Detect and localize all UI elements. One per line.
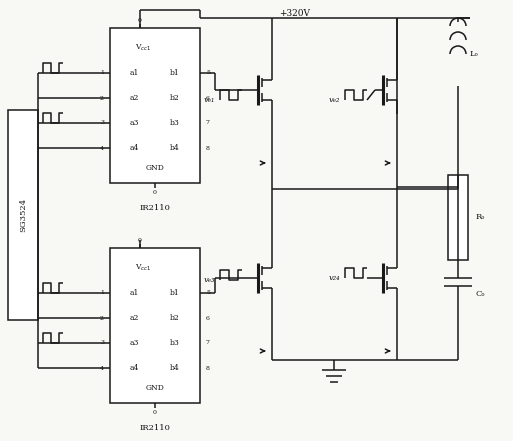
Text: 1: 1 [100, 291, 104, 295]
Bar [8, 110, 38, 320]
Text: GND: GND [146, 164, 165, 172]
Text: 6: 6 [206, 96, 210, 101]
Text: b4: b4 [170, 144, 180, 152]
Text: 4: 4 [100, 146, 104, 150]
Text: b3: b3 [170, 119, 180, 127]
Text: a2: a2 [130, 94, 140, 102]
Text: b2: b2 [170, 314, 180, 322]
Bar [448, 175, 468, 260]
Text: IR2110: IR2110 [140, 424, 170, 432]
Text: 5: 5 [206, 71, 210, 75]
Text: a3: a3 [130, 339, 140, 347]
Text: SG3524: SG3524 [19, 198, 27, 232]
Text: +320V: +320V [280, 10, 310, 19]
Text: 0: 0 [153, 410, 157, 415]
Text: b2: b2 [170, 94, 180, 102]
Text: 6: 6 [206, 315, 210, 321]
Text: V$_{cc1}$: V$_{cc1}$ [135, 43, 151, 53]
Text: b4: b4 [170, 364, 180, 372]
Text: a1: a1 [130, 69, 140, 77]
Text: vₑ₂: vₑ₂ [329, 96, 340, 104]
Bar [110, 248, 200, 403]
Text: b1: b1 [170, 289, 180, 297]
Text: b1: b1 [170, 69, 180, 77]
Text: 5: 5 [206, 291, 210, 295]
Text: 0: 0 [138, 238, 142, 243]
Text: 2: 2 [100, 315, 104, 321]
Text: a4: a4 [130, 364, 140, 372]
Text: 3: 3 [100, 340, 104, 345]
Text: 8: 8 [206, 366, 210, 370]
Text: a4: a4 [130, 144, 140, 152]
Text: Rₒ: Rₒ [476, 213, 485, 221]
Text: vₑ₃: vₑ₃ [204, 276, 215, 284]
Text: 2: 2 [100, 96, 104, 101]
Text: 3: 3 [100, 120, 104, 126]
Text: v₂₄: v₂₄ [328, 274, 340, 282]
Text: V$_{cc1}$: V$_{cc1}$ [135, 263, 151, 273]
Text: 0: 0 [153, 190, 157, 194]
Text: Cₒ: Cₒ [476, 290, 486, 298]
Text: GND: GND [146, 384, 165, 392]
Bar [110, 28, 200, 183]
Text: 7: 7 [206, 340, 210, 345]
Text: a3: a3 [130, 119, 140, 127]
Text: a1: a1 [130, 289, 140, 297]
Text: 0: 0 [138, 18, 142, 22]
Text: b3: b3 [170, 339, 180, 347]
Text: 8: 8 [206, 146, 210, 150]
Text: a2: a2 [130, 314, 140, 322]
Text: IR2110: IR2110 [140, 204, 170, 212]
Text: Lₒ: Lₒ [470, 50, 479, 58]
Text: vₑ₁: vₑ₁ [204, 96, 215, 104]
Text: 7: 7 [206, 120, 210, 126]
Text: 4: 4 [100, 366, 104, 370]
Text: 1: 1 [100, 71, 104, 75]
